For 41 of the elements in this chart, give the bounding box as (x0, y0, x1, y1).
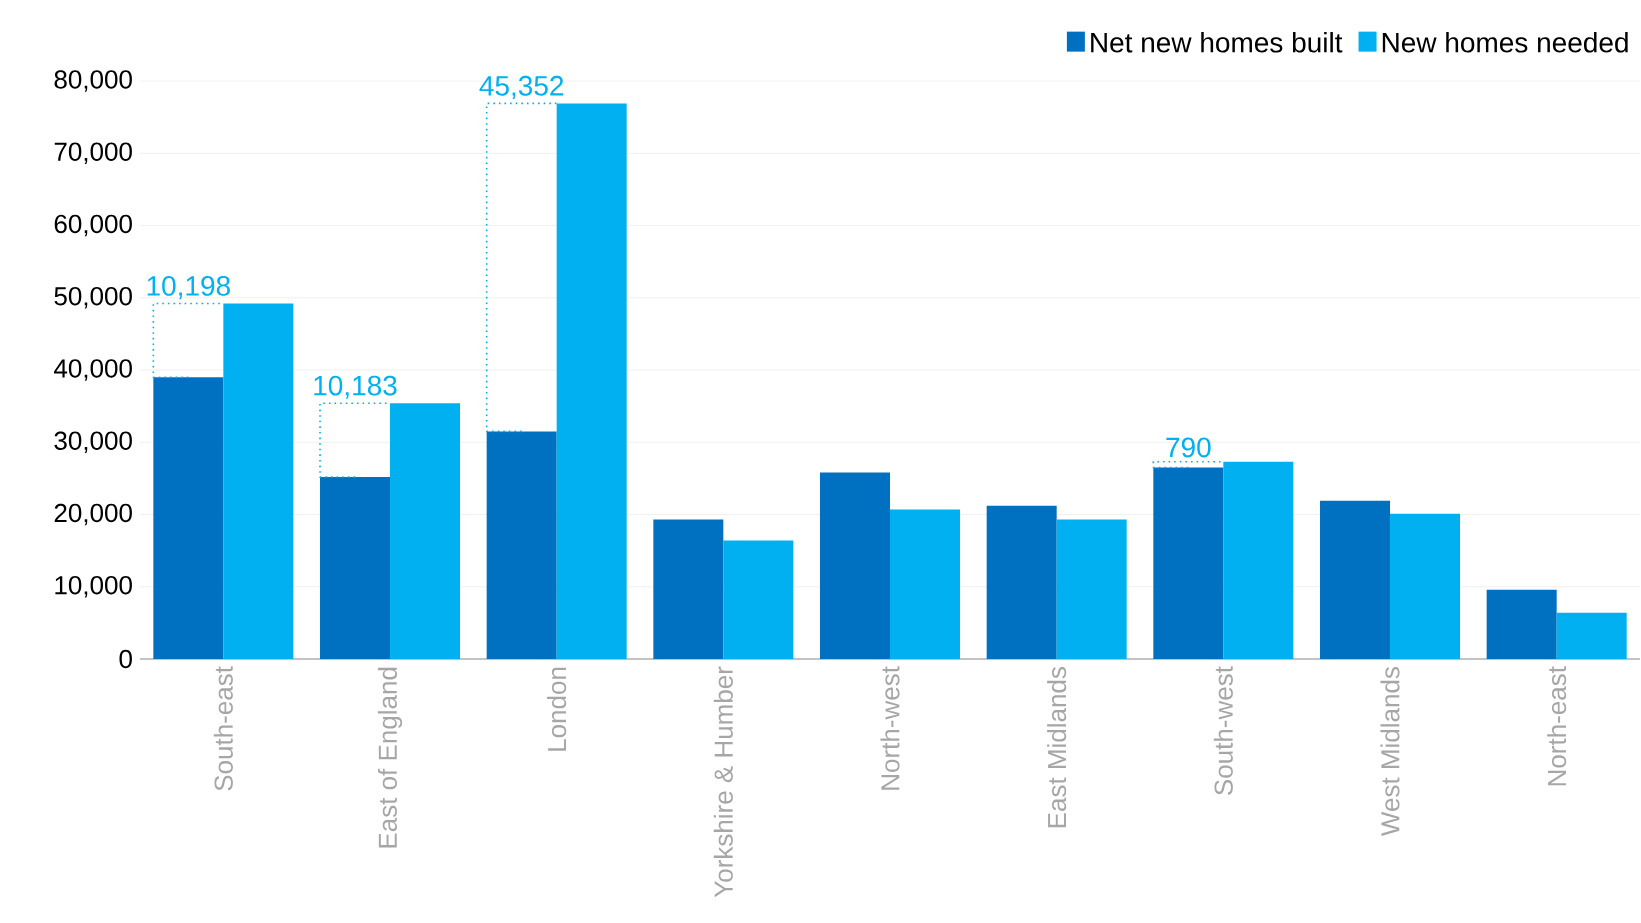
legend-label: Net new homes built (1091, 31, 1343, 53)
bar (1486, 589, 1557, 659)
annotation: 790 (1166, 437, 1211, 458)
bar (390, 403, 461, 659)
x-tick-label: West Midlands (1380, 667, 1400, 836)
y-tick-label: 10,000 (55, 576, 132, 598)
bar (1390, 513, 1461, 659)
x-tick-label: North-east (1547, 666, 1567, 786)
bar (653, 519, 724, 659)
bar (1556, 612, 1627, 659)
bar (320, 476, 391, 659)
bar (153, 377, 224, 659)
x-tick-label: East of England (377, 667, 403, 848)
x-tick-label: South-west (1213, 666, 1233, 795)
bar (1320, 500, 1391, 659)
y-tick-label: 60,000 (54, 214, 132, 237)
y-tick-label: 0 (119, 649, 132, 669)
y-tick-label: 70,000 (54, 142, 132, 165)
annotation: 10,198 (147, 275, 230, 300)
bar (723, 540, 794, 659)
y-tick-label: 50,000 (54, 287, 132, 309)
x-tick-label: East Midlands (1047, 667, 1067, 828)
legend-label: New homes needed (1382, 31, 1628, 53)
bar (820, 472, 891, 659)
bar (986, 505, 1057, 659)
x-tick-label: South-east (213, 666, 233, 791)
x-tick-label: North-west (880, 666, 900, 790)
bar (486, 431, 557, 659)
y-tick-label: 80,000 (54, 70, 132, 92)
annotation: 10,183 (314, 375, 397, 399)
bar (1153, 467, 1224, 659)
annotation: 45,352 (479, 75, 564, 100)
bar (1056, 519, 1127, 659)
bar (1223, 461, 1294, 659)
y-tick-label: 20,000 (54, 503, 132, 526)
x-tick-label: London (547, 667, 567, 751)
bar (223, 303, 294, 659)
bar (890, 509, 961, 659)
x-tick-label: Yorkshire & Humber (713, 666, 733, 898)
y-tick-label: 30,000 (54, 431, 132, 453)
y-tick-label: 40,000 (54, 359, 132, 381)
